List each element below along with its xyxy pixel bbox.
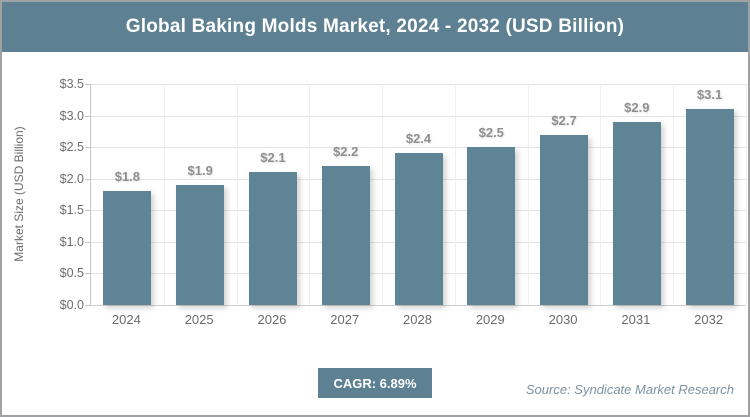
h-gridline <box>91 115 746 117</box>
h-gridline <box>91 147 746 149</box>
x-tick-label: 2032 <box>694 312 724 327</box>
bar-2032 <box>685 109 734 305</box>
v-gridline <box>600 84 602 305</box>
bar-2029 <box>467 147 516 305</box>
bar-value-label: $2.9 <box>624 99 650 115</box>
v-gridline <box>163 84 165 305</box>
y-tick-mark <box>85 115 90 117</box>
v-gridline <box>454 84 456 305</box>
y-tick-mark <box>85 210 90 212</box>
bar-value-label: $3.1 <box>696 87 723 103</box>
bar-value-label: $2.2 <box>333 144 359 160</box>
bar-value-label: $2.4 <box>405 131 432 147</box>
y-axis-title: Market Size (USD Billion) <box>12 126 26 262</box>
y-tick-mark <box>85 305 90 306</box>
x-tick-label: 2030 <box>548 312 578 327</box>
source-attribution: Source: Syndicate Market Research <box>525 382 734 397</box>
v-gridline <box>309 84 311 305</box>
y-tick-label: $1.5 <box>59 203 84 218</box>
h-gridline <box>91 84 746 85</box>
y-tick-mark <box>85 241 90 243</box>
bar-value-label: $2.5 <box>478 125 504 141</box>
bar-value-label: $1.8 <box>114 169 141 185</box>
bar-2027 <box>321 166 370 305</box>
bar-value-label: $2.7 <box>551 112 577 128</box>
bar-2025 <box>176 185 225 305</box>
bar-value-label: $2.1 <box>260 150 286 166</box>
chart-title-bar: Global Baking Molds Market, 2024 - 2032 … <box>2 2 748 52</box>
v-gridline <box>746 84 747 305</box>
bar-value-label: $1.9 <box>187 163 213 179</box>
x-axis: 2024 2025 2026 2027 2028 2029 2030 2031 2032 <box>90 311 745 329</box>
x-tick-label: 2025 <box>184 312 214 327</box>
v-gridline <box>527 84 529 305</box>
bar-2026 <box>248 172 297 305</box>
plot-area: $1.8 $1.9 $2.1 $2.2 $2.4 $2.5 $2.7 $2.9 $3.1 <box>90 84 747 306</box>
bar-2031 <box>612 121 661 305</box>
bar-2024 <box>103 191 152 305</box>
y-tick-mark <box>85 178 90 180</box>
y-tick-label: $2.5 <box>59 140 84 155</box>
y-tick-mark <box>85 147 90 149</box>
y-axis: $0.0 $0.5 $1.0 $1.5 $2.0 $2.5 $3.0 $3.5 <box>32 77 90 312</box>
x-tick-label: 2029 <box>475 312 505 327</box>
y-tick-label: $2.0 <box>59 171 84 186</box>
x-tick-label: 2026 <box>257 312 287 327</box>
y-tick-mark <box>85 273 90 275</box>
chart-title: Global Baking Molds Market, 2024 - 2032 … <box>125 16 625 37</box>
bar-2030 <box>540 134 589 305</box>
y-tick-label: $0.5 <box>59 266 84 281</box>
bar-2028 <box>394 153 443 305</box>
cagr-badge: CAGR: 6.89% <box>318 368 432 398</box>
y-tick-mark <box>85 84 90 85</box>
x-tick-label: 2031 <box>621 312 651 327</box>
v-gridline <box>382 84 384 305</box>
y-tick-label: $1.0 <box>59 234 84 249</box>
x-tick-label: 2024 <box>111 312 141 327</box>
v-gridline <box>673 84 675 305</box>
y-tick-label: $0.0 <box>59 298 84 312</box>
v-gridline <box>236 84 238 305</box>
y-tick-label: $3.0 <box>59 108 84 123</box>
y-tick-label: $3.5 <box>59 77 84 91</box>
x-tick-label: 2028 <box>403 312 432 327</box>
x-tick-label: 2027 <box>330 312 360 327</box>
